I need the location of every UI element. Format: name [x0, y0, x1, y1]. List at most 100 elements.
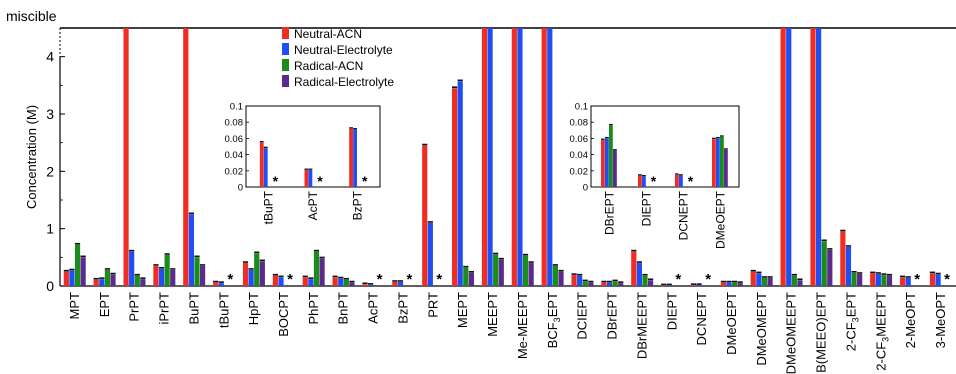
x-tick-label-part: DMeOMEEPT — [784, 292, 799, 374]
legend-swatch-Neutral-ACN — [282, 27, 289, 39]
bar-DBrEPT-Neutral-Electrolyte — [606, 282, 613, 286]
bar-2-CF3MEEPT-Neutral-Electrolyte — [875, 273, 881, 286]
bar-AcPT-Neutral-ACN — [362, 284, 368, 286]
x-tick-label-MPT: MPT — [67, 292, 82, 320]
x-tick-label-DMeOEPT: DMeOEPT — [724, 292, 739, 355]
legend-label-Radical-ACN: Radical-ACN — [294, 59, 363, 73]
bar-BuPT-Neutral-ACN — [183, 28, 189, 286]
bar-iPrPT-Radical-Electrolyte — [170, 269, 176, 286]
inset-right-bar-DBrEPT-Neutral-ACN — [601, 140, 605, 187]
bar-DMeOEPT-Neutral-ACN — [720, 282, 726, 286]
inset-right-bar-DBrEPT-Radical-Electrolyte — [613, 150, 617, 187]
inset-left-x-tick-label-AcPT: AcPT — [306, 190, 320, 220]
bar-MPT-Radical-Electrolyte — [80, 257, 86, 286]
inset-right-bar-DBrEPT-Neutral-Electrolyte — [605, 138, 609, 187]
bar-EPT-Radical-Electrolyte — [110, 274, 116, 286]
x-tick-label-part: MPT — [67, 292, 82, 320]
x-tick-label-DIEPT: DIEPT — [664, 292, 679, 330]
inset-right-y-tick-label: 0.04 — [570, 150, 589, 161]
inset-right-bar-DIEPT-Neutral-Electrolyte — [642, 176, 646, 187]
bar-DMeOEPT-Radical-Electrolyte — [737, 283, 743, 286]
x-tick-label-part: BzPT — [395, 292, 410, 324]
bar-DBrMEEPT-Radical-Electrolyte — [648, 280, 654, 286]
bar-BCF3EPT-Neutral-Electrolyte — [547, 28, 553, 286]
bar-DBrEPT-Radical-ACN — [612, 281, 618, 286]
bar-B(MEEO)EPT-Neutral-Electrolyte — [816, 28, 822, 286]
x-tick-label-part: 2-CF — [843, 322, 858, 351]
inset-right-bar-DMeOEPT-Neutral-Electrolyte — [716, 138, 720, 187]
y-tick-label: 3 — [46, 106, 54, 122]
x-tick-label-part: HpPT — [246, 292, 261, 325]
inset-left-x-tick-label-BzPT: BzPT — [351, 190, 365, 220]
bar-2-CF3EPT-Radical-Electrolyte — [857, 273, 863, 286]
bar-BzPT-Neutral-Electrolyte — [397, 281, 404, 286]
inset-left-asterisk-BzPT: * — [362, 173, 368, 189]
x-tick-label-DBrMEEPT: DBrMEEPT — [634, 292, 649, 359]
x-tick-label-DMeOMEEPT: DMeOMEEPT — [784, 292, 799, 374]
x-tick-label-part: EPT — [843, 292, 858, 317]
bar-iPrPT-Radical-ACN — [164, 255, 170, 286]
x-tick-label-part: PhPT — [306, 292, 321, 325]
x-tick-label-tBuPT: tBuPT — [216, 292, 231, 328]
bar-PrPT-Radical-ACN — [134, 275, 140, 286]
inset-right-x-tick-label-DMeOEPT: DMeOEPT — [714, 190, 728, 249]
bar-2-MeOPT-Neutral-Electrolyte — [905, 277, 911, 286]
inset-left-frame — [245, 105, 381, 188]
bar-3-MeOPT-Neutral-ACN — [929, 273, 936, 286]
x-tick-label-PrPT: PrPT — [127, 292, 142, 322]
x-tick-label-part: BuPT — [186, 292, 201, 325]
x-tick-label-part: DIEPT — [664, 292, 679, 330]
x-tick-label-part: tBuPT — [216, 292, 231, 328]
inset-right-bar-DMeOEPT-Radical-ACN — [720, 136, 724, 187]
bar-BnPT-Radical-ACN — [343, 279, 349, 286]
bar-Me-MEEPT-Neutral-Electrolyte — [517, 28, 523, 286]
inset-left-bar-tBuPT-Neutral-Electrolyte — [263, 148, 268, 187]
x-tick-label-subscript: 3 — [850, 317, 860, 322]
asterisk-BOCPT: * — [287, 271, 293, 288]
bar-MEPT-Radical-Electrolyte — [468, 272, 474, 286]
inset-left-asterisk-tBuPT: * — [273, 173, 279, 189]
bar-MEEPT-Neutral-Electrolyte — [487, 28, 493, 286]
x-tick-label-part: MEEPT — [485, 292, 500, 337]
inset-left-y-tick-label: 0.04 — [225, 150, 244, 161]
asterisk-tBuPT: * — [227, 271, 233, 288]
inset-left-bar-BzPT-Neutral-ACN — [349, 128, 353, 187]
bar-2-CF3EPT-Neutral-Electrolyte — [845, 247, 852, 286]
inset-left: 00.020.040.060.080.1*tBuPT*AcPT*BzPT — [225, 102, 381, 224]
inset-left-y-tick-label: 0.06 — [225, 134, 244, 145]
bar-MEPT-Neutral-Electrolyte — [457, 81, 463, 286]
inset-right-asterisk-DIEPT: * — [651, 173, 657, 189]
bar-tBuPT-Neutral-Electrolyte — [218, 283, 224, 286]
bar-BOCPT-Neutral-Electrolyte — [278, 277, 284, 286]
y-tick-label: 2 — [46, 163, 54, 179]
x-tick-label-3-MeOPT: 3-MeOPT — [933, 292, 948, 348]
x-tick-label-MEEPT: MEEPT — [485, 292, 500, 337]
bar-DMeOEPT-Neutral-Electrolyte — [726, 282, 732, 286]
bar-Me-MEEPT-Radical-ACN — [522, 255, 529, 286]
x-tick-label-part: DMeOEPT — [724, 292, 739, 355]
bar-PhPT-Neutral-ACN — [302, 277, 308, 286]
bar-DBrMEEPT-Neutral-ACN — [631, 251, 637, 286]
bar-MEPT-Neutral-ACN — [452, 88, 458, 286]
x-tick-label-part: iPrPT — [157, 292, 172, 325]
x-tick-label-PhPT: PhPT — [306, 292, 321, 325]
y-tick-label: 4 — [46, 49, 54, 65]
legend-swatch-Neutral-Electrolyte — [282, 43, 289, 55]
bar-DBrEPT-Neutral-ACN — [601, 282, 607, 286]
asterisk-DIEPT: * — [675, 271, 681, 288]
inset-right-bar-DMeOEPT-Radical-Electrolyte — [724, 149, 728, 187]
bar-DBrMEEPT-Neutral-Electrolyte — [636, 263, 642, 286]
bar-DCIEPT-Radical-Electrolyte — [588, 282, 594, 286]
bar-PrPT-Neutral-Electrolyte — [129, 251, 135, 286]
bar-2-CF3MEEPT-Radical-ACN — [881, 275, 887, 286]
bar-BzPT-Neutral-ACN — [392, 281, 398, 286]
x-tick-label-iPrPT: iPrPT — [157, 292, 172, 325]
x-tick-label-subscript: 3 — [552, 317, 562, 322]
legend-swatch-Radical-Electrolyte — [282, 75, 289, 87]
inset-right-y-tick-label: 0.02 — [570, 166, 589, 177]
inset-right-y-tick-label: 0.06 — [570, 134, 589, 145]
x-tick-label-HpPT: HpPT — [246, 292, 261, 325]
bar-iPrPT-Neutral-ACN — [153, 265, 159, 286]
x-tick-label-2-CF3EPT: 2-CF3EPT — [843, 292, 860, 351]
x-tick-label-part: 2-CF — [873, 342, 888, 371]
